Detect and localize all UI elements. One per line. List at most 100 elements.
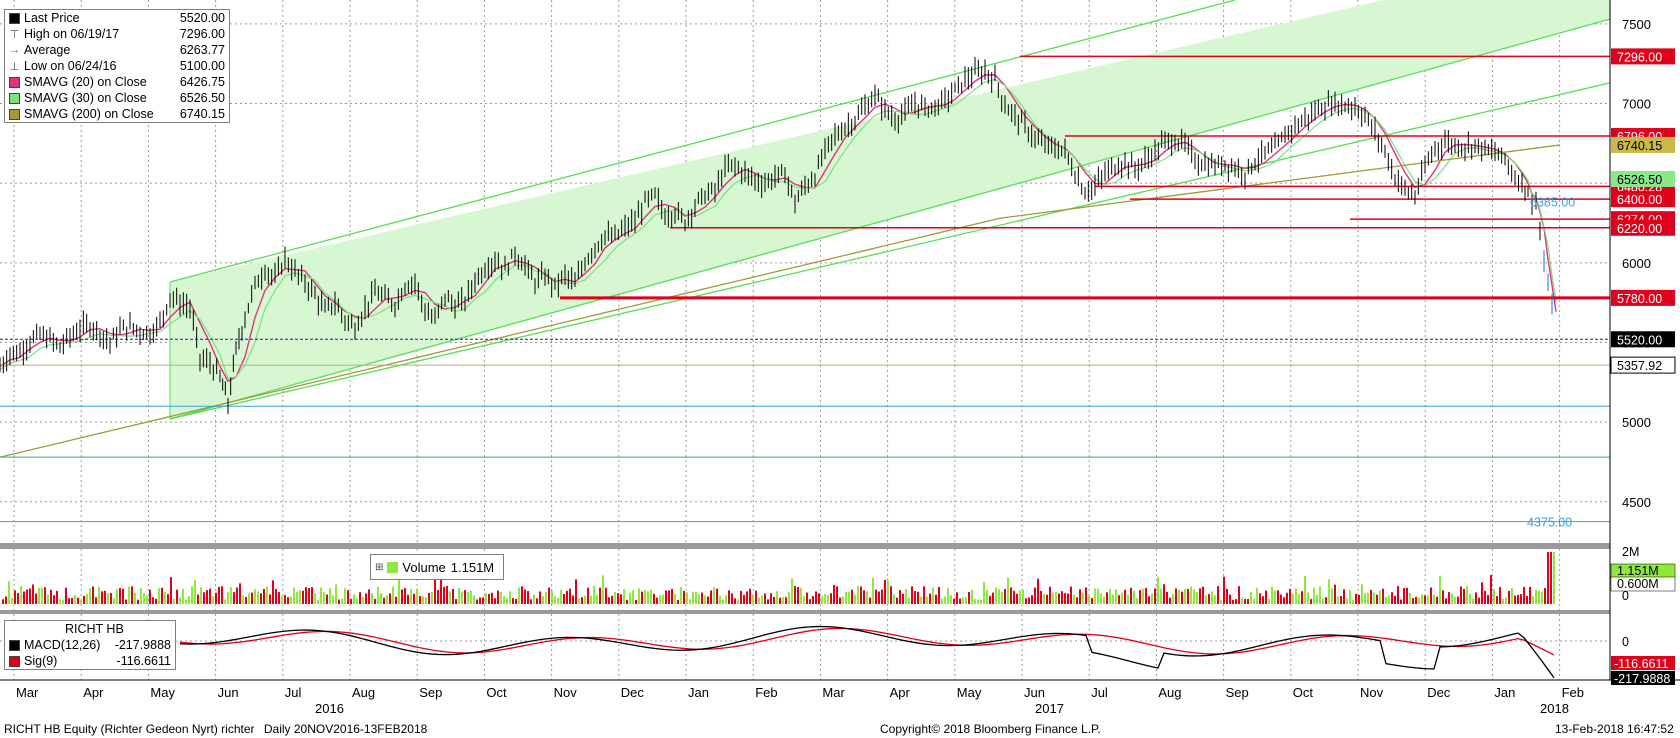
volume-bar <box>935 594 937 604</box>
volume-bar <box>164 591 166 604</box>
volume-bar <box>1184 588 1186 604</box>
expand-icon[interactable]: ⊞ <box>375 561 384 573</box>
volume-bar <box>1262 596 1264 604</box>
period: Daily 20NOV2016-13FEB2018 <box>263 722 428 736</box>
volume-bar <box>1208 594 1210 604</box>
volume-bar <box>1067 593 1069 604</box>
volume-bar <box>1439 575 1441 604</box>
volume-bar <box>1112 594 1114 604</box>
volume-bar <box>1145 587 1147 604</box>
volume-bar <box>923 586 925 604</box>
volume-bar <box>449 591 451 604</box>
volume-bar <box>1325 597 1327 604</box>
volume-bar <box>731 593 733 604</box>
volume-bar <box>1193 589 1195 604</box>
volume-bar <box>116 589 118 604</box>
volume-bar <box>17 593 19 604</box>
volume-bar <box>1187 588 1189 604</box>
legend-value: 6426.75 <box>179 75 225 89</box>
volume-bar <box>452 588 454 604</box>
volume-bar <box>425 597 427 604</box>
legend-label: Last Price <box>24 11 80 25</box>
volume-bar <box>1079 589 1081 604</box>
volume-tick-label: 0 <box>1622 589 1629 603</box>
volume-bar <box>602 575 604 604</box>
volume-bar <box>947 587 949 604</box>
volume-bar <box>1481 582 1483 604</box>
volume-bar <box>1166 591 1168 604</box>
volume-bar <box>581 597 583 604</box>
volume-bar <box>1349 589 1351 604</box>
volume-bar <box>1532 596 1534 604</box>
macd-label: -116.6611 <box>1614 657 1668 671</box>
legend-value: 6740.15 <box>179 107 225 121</box>
volume-bar <box>1391 592 1393 604</box>
volume-bar <box>911 586 913 604</box>
extra-label: 4375.00 <box>1527 516 1572 530</box>
volume-bar <box>302 590 304 604</box>
volume-bar <box>1253 599 1255 604</box>
volume-bar <box>281 596 283 604</box>
legend-label: Sig(9) <box>24 654 58 668</box>
macd-legend-title: RICHT HB <box>5 621 175 637</box>
volume-bar <box>410 589 412 604</box>
level-label-box <box>1611 48 1675 65</box>
average-marker-icon: → <box>9 44 20 56</box>
volume-bar <box>503 596 505 604</box>
volume-bar <box>701 592 703 604</box>
volume-bar <box>1031 595 1033 604</box>
volume-bar <box>1097 588 1099 604</box>
volume-bar <box>533 594 535 604</box>
volume-bar <box>404 588 406 604</box>
volume-bar <box>191 586 193 604</box>
volume-bar <box>1148 596 1150 604</box>
volume-bar <box>857 586 859 604</box>
volume-bar <box>1217 586 1219 604</box>
volume-bar <box>356 598 358 604</box>
volume-bar <box>1010 587 1012 604</box>
price-legend[interactable]: Last Price 5520.00 ⊤ High on 06/19/17 72… <box>4 9 230 123</box>
volume-bar <box>1433 594 1435 604</box>
level-label: 6400.00 <box>1617 193 1662 207</box>
x-month-label: Mar <box>822 685 845 700</box>
footer-security: RICHT HB Equity (Richter Gedeon Nyrt) ri… <box>4 722 427 736</box>
volume-bar <box>206 590 208 604</box>
volume-bar <box>782 597 784 604</box>
volume-bar <box>1373 592 1375 604</box>
volume-bar <box>1064 593 1066 604</box>
volume-bar <box>977 599 979 604</box>
volume-bar <box>203 592 205 604</box>
volume-bar <box>83 595 85 604</box>
volume-bar <box>1022 589 1024 604</box>
macd-label: -217.9888 <box>1614 672 1670 686</box>
volume-bar <box>32 584 34 604</box>
volume-bar <box>446 585 448 604</box>
volume-bar <box>824 594 826 604</box>
macd-legend[interactable]: RICHT HB MACD(12,26) -217.9888 Sig(9) -1… <box>4 620 176 670</box>
volume-bar <box>347 590 349 604</box>
grid-lines <box>0 0 1610 680</box>
volume-bar <box>317 599 319 604</box>
x-month-label: Feb <box>755 685 777 700</box>
volume-bar <box>1403 588 1405 604</box>
volume-bar <box>56 590 58 604</box>
x-year-label: 2016 <box>315 701 344 716</box>
volume-bar <box>1100 593 1102 604</box>
volume-bar <box>641 591 643 604</box>
volume-bar <box>1487 594 1489 604</box>
macd-label-box <box>1611 671 1675 685</box>
volume-bar <box>320 587 322 604</box>
volume-bar <box>71 598 73 604</box>
volume-bar <box>695 591 697 604</box>
volume-bar <box>293 587 295 604</box>
volume-bar <box>1178 589 1180 604</box>
legend-row-high: ⊤ High on 06/19/17 7296.00 <box>5 26 229 42</box>
volume-bar <box>1082 592 1084 604</box>
volume-bar <box>1511 587 1513 604</box>
x-month-label: Aug <box>352 685 375 700</box>
level-label: 5520.00 <box>1617 333 1662 347</box>
volume-legend[interactable]: ⊞ Volume 1.151M <box>370 554 504 580</box>
volume-bar <box>1154 588 1156 604</box>
volume-bar <box>572 595 574 604</box>
legend-label: MACD(12,26) <box>24 638 101 652</box>
